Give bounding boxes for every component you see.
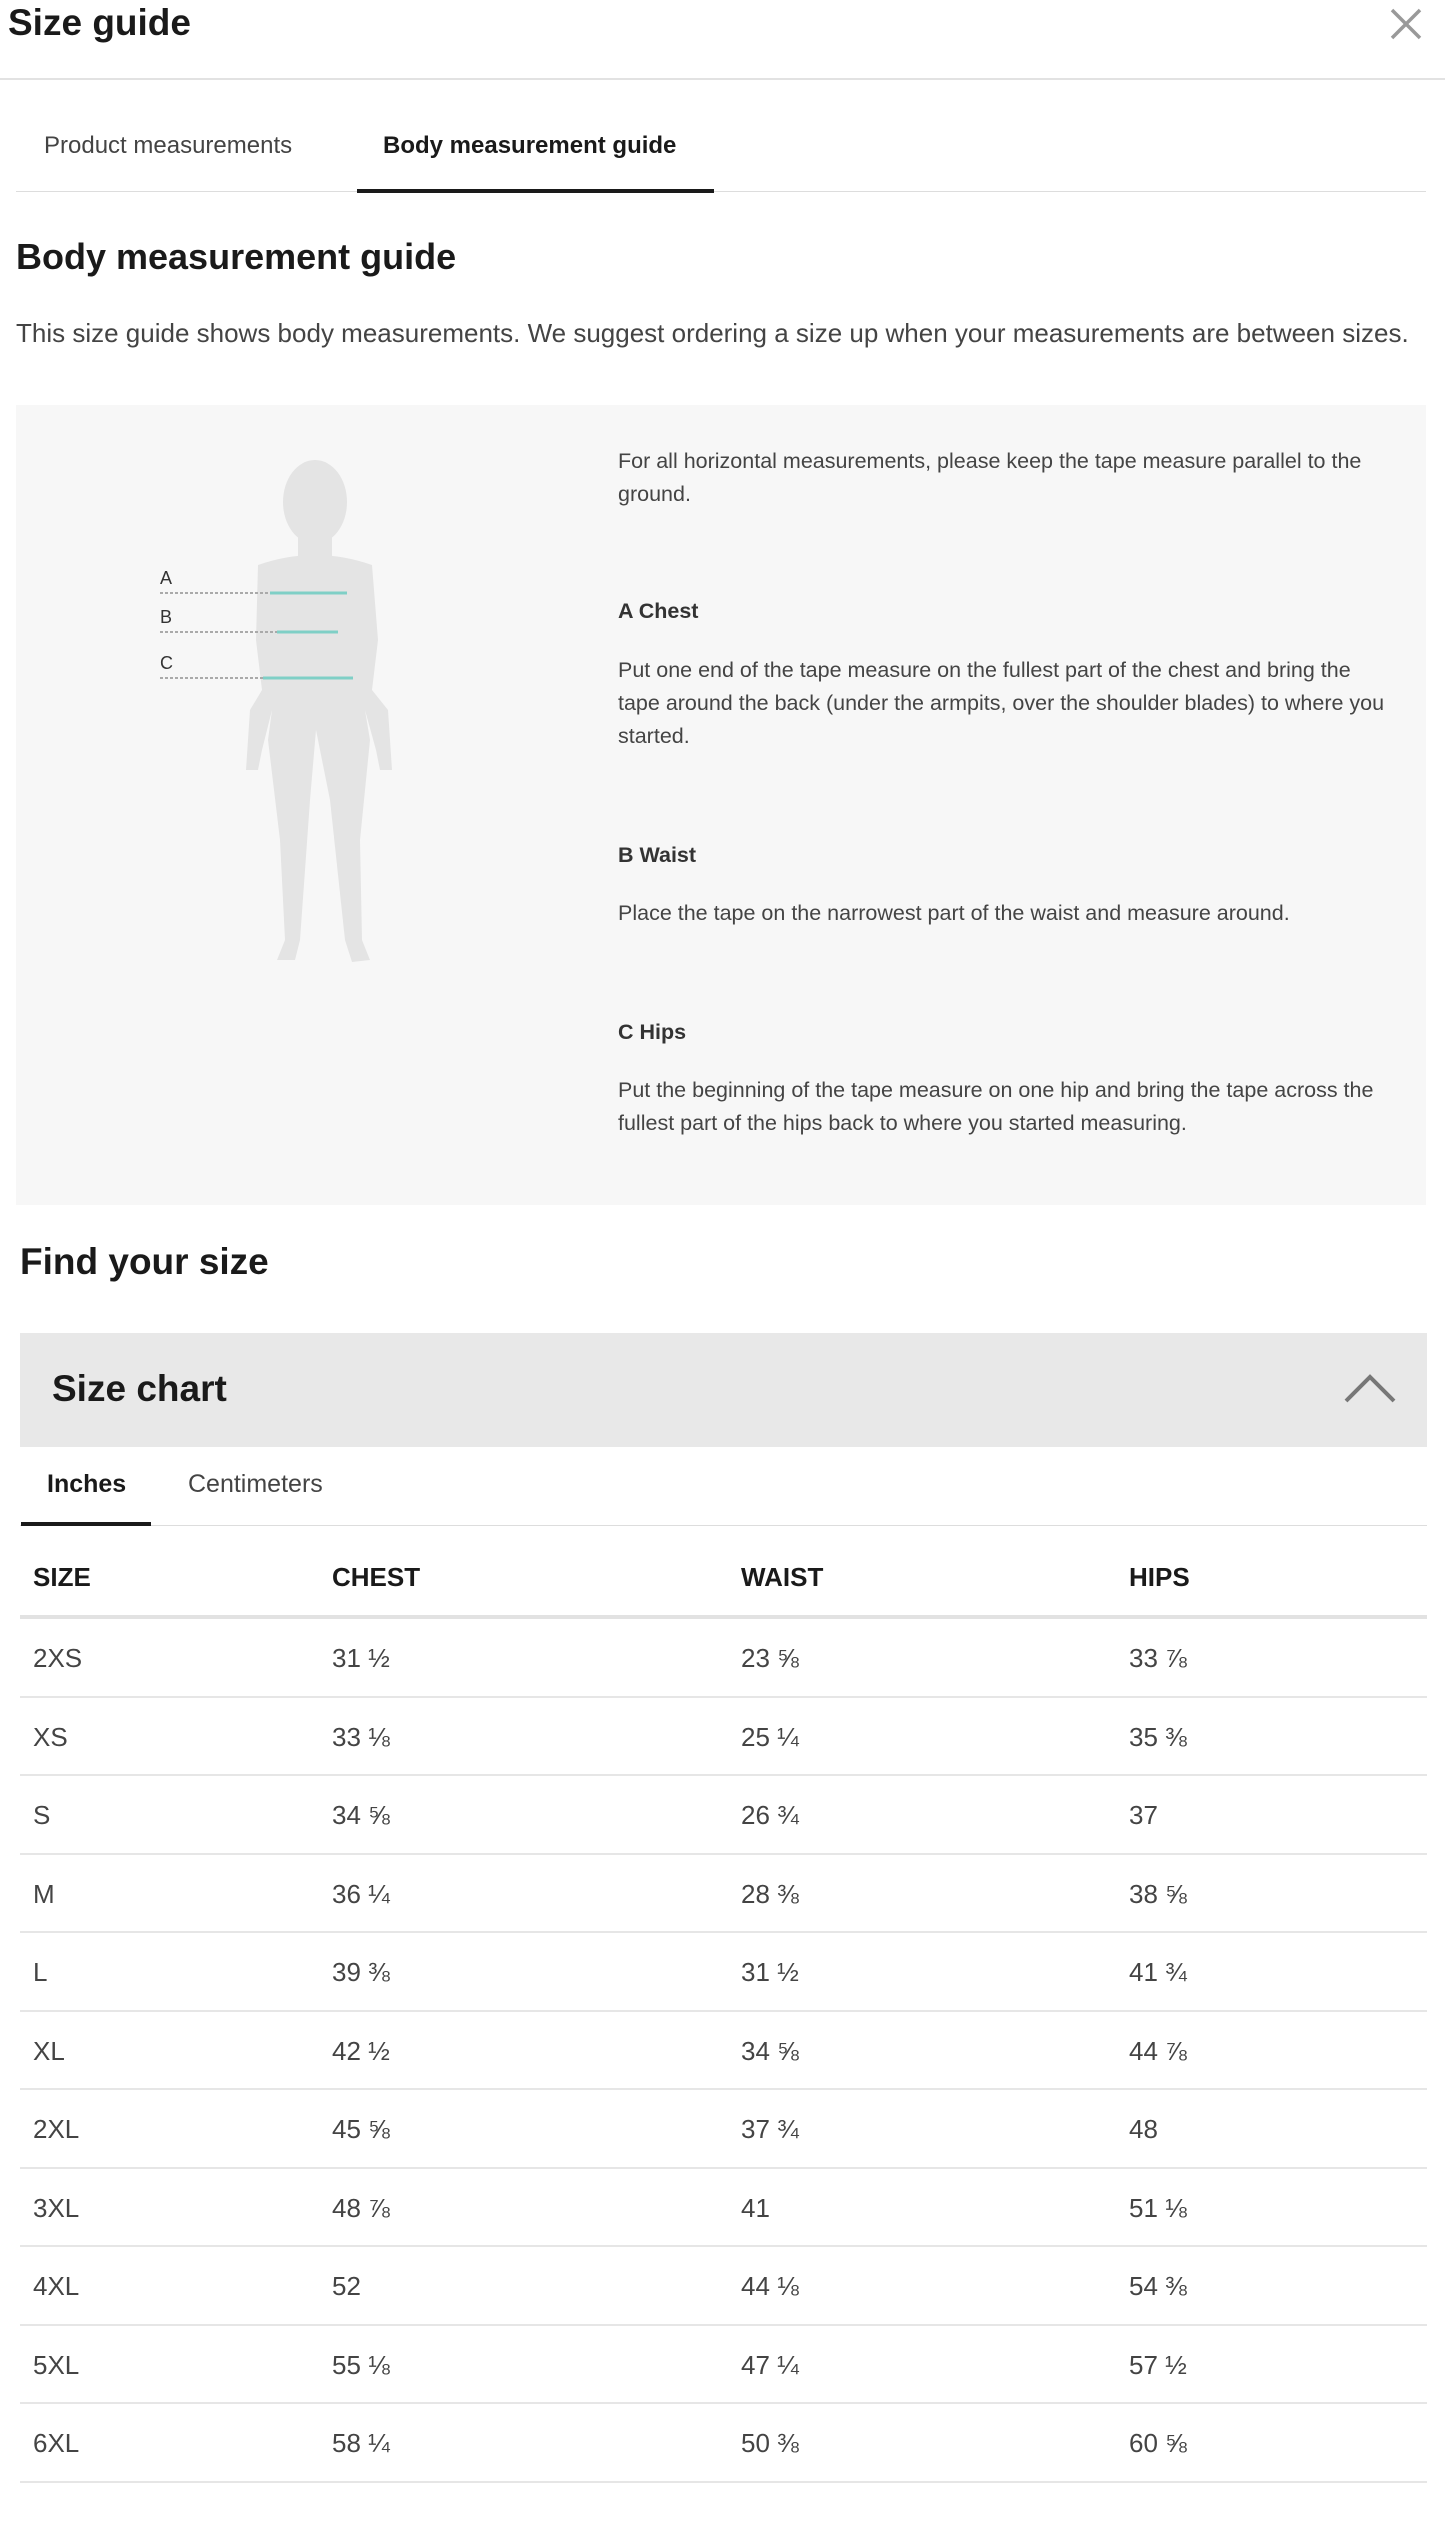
cell-chest: 36 ¼	[332, 1878, 390, 1909]
table-row: XL 42 ½ 34 ⅝ 44 ⅞	[20, 2012, 1427, 2090]
cell-size: L	[33, 1957, 48, 1987]
table-row: XS 33 ⅛ 25 ¼ 35 ⅜	[20, 1698, 1427, 1776]
column-header-waist: WAIST	[741, 1562, 824, 1592]
cell-chest: 39 ⅜	[332, 1957, 390, 1987]
section-description: This size guide shows body measurements.…	[16, 318, 1409, 348]
cell-waist: 25 ¼	[741, 1721, 799, 1752]
size-table: SIZE CHEST WAIST HIPS 2XS 31 ½ 23 ⅝ 33 ⅞ XS 3…	[20, 1540, 1427, 2483]
chest-title: A Chest	[618, 599, 699, 623]
cell-hips: 35 ⅜	[1129, 1721, 1187, 1752]
cell-hips: 48	[1129, 2114, 1158, 2144]
table-header-row: SIZE CHEST WAIST HIPS	[20, 1540, 1427, 1619]
tab-centimeters[interactable]: Centimeters	[188, 1470, 323, 1498]
cell-waist: 31 ½	[741, 1957, 799, 1987]
size-chart-title: Size chart	[52, 1368, 227, 1409]
cell-hips: 33 ⅞	[1129, 1643, 1187, 1673]
cell-size: 2XS	[33, 1643, 83, 1673]
cell-size: XS	[33, 1721, 68, 1752]
tab-body-measurement-guide[interactable]: Body measurement guide	[383, 132, 677, 159]
size-chart-accordion-header[interactable]: Size chart	[20, 1333, 1427, 1447]
table-row: 4XL 52 44 ⅛ 54 ⅜	[20, 2247, 1427, 2326]
column-header-size: SIZE	[33, 1562, 91, 1592]
table-row: 6XL 58 ¼ 50 ⅜ 60 ⅝	[20, 2404, 1427, 2483]
cell-waist: 47 ¼	[741, 2349, 799, 2380]
cell-waist: 37 ¾	[741, 2114, 799, 2144]
tab-product-measurements[interactable]: Product measurements	[44, 132, 293, 159]
cell-chest: 55 ⅛	[332, 2349, 390, 2380]
unit-tabs-divider	[20, 1525, 1427, 1526]
table-row: L 39 ⅜ 31 ½ 41 ¾	[20, 1933, 1427, 2012]
cell-hips: 57 ½	[1129, 2349, 1187, 2380]
tabs-divider	[16, 191, 1426, 192]
chevron-up-icon[interactable]	[1342, 1369, 1398, 1410]
cell-hips: 51 ⅛	[1129, 2192, 1187, 2223]
close-icon[interactable]	[1386, 4, 1426, 44]
cell-hips: 41 ¾	[1129, 1957, 1187, 1987]
active-tab-indicator	[357, 189, 714, 193]
cell-chest: 45 ⅝	[332, 2114, 390, 2144]
cell-size: 2XL	[33, 2114, 80, 2144]
cell-chest: 42 ½	[332, 2035, 390, 2066]
table-row: 2XS 31 ½ 23 ⅝ 33 ⅞	[20, 1619, 1427, 1698]
cell-size: M	[33, 1878, 55, 1909]
body-figure-illustration: A B C	[140, 440, 400, 985]
active-unit-indicator	[21, 1522, 151, 1526]
cell-size: 6XL	[33, 2428, 80, 2458]
cell-waist: 23 ⅝	[741, 1643, 799, 1673]
chest-text: Put one end of the tape measure on the f…	[618, 658, 1385, 748]
hips-title: C Hips	[618, 1020, 687, 1044]
cell-chest: 48 ⅞	[332, 2192, 390, 2223]
cell-size: S	[33, 1800, 51, 1830]
column-header-chest: CHEST	[332, 1562, 421, 1592]
table-row: S 34 ⅝ 26 ¾ 37	[20, 1776, 1427, 1855]
cell-waist: 50 ⅜	[741, 2428, 799, 2458]
cell-chest: 33 ⅛	[332, 1721, 390, 1752]
cell-chest: 52	[332, 2271, 361, 2301]
cell-waist: 41	[741, 2192, 770, 2223]
figure-label-c: C	[160, 653, 173, 673]
dialog-title: Size guide	[8, 2, 191, 43]
column-header-hips: HIPS	[1129, 1562, 1190, 1592]
header-divider	[0, 78, 1445, 80]
cell-hips: 60 ⅝	[1129, 2428, 1187, 2458]
cell-chest: 58 ¼	[332, 2428, 390, 2458]
cell-waist: 28 ⅜	[741, 1878, 799, 1909]
table-row: M 36 ¼ 28 ⅜ 38 ⅝	[20, 1855, 1427, 1933]
cell-chest: 34 ⅝	[332, 1800, 390, 1830]
table-row: 2XL 45 ⅝ 37 ¾ 48	[20, 2090, 1427, 2169]
cell-waist: 44 ⅛	[741, 2271, 799, 2301]
section-heading: Body measurement guide	[16, 236, 457, 277]
find-size-heading: Find your size	[20, 1241, 269, 1282]
cell-size: 3XL	[33, 2192, 80, 2223]
cell-size: XL	[33, 2035, 65, 2066]
waist-title: B Waist	[618, 843, 697, 867]
table-row: 5XL 55 ⅛ 47 ¼ 57 ½	[20, 2326, 1427, 2404]
cell-hips: 44 ⅞	[1129, 2035, 1187, 2066]
measurement-guide-panel	[16, 405, 1426, 1205]
figure-label-b: B	[160, 607, 172, 627]
figure-label-a: A	[160, 568, 172, 588]
cell-waist: 26 ¾	[741, 1800, 799, 1830]
cell-waist: 34 ⅝	[741, 2035, 799, 2066]
cell-hips: 54 ⅜	[1129, 2271, 1187, 2301]
cell-size: 4XL	[33, 2271, 80, 2301]
cell-hips: 38 ⅝	[1129, 1878, 1187, 1909]
waist-text: Place the tape on the narrowest part of …	[618, 901, 1290, 925]
cell-size: 5XL	[33, 2349, 80, 2380]
cell-chest: 31 ½	[332, 1643, 390, 1673]
hips-text: Put the beginning of the tape measure on…	[618, 1078, 1374, 1135]
table-row: 3XL 48 ⅞ 41 51 ⅛	[20, 2169, 1427, 2247]
guide-intro: For all horizontal measurements, please …	[618, 449, 1362, 506]
tab-inches[interactable]: Inches	[47, 1470, 127, 1498]
cell-hips: 37	[1129, 1800, 1158, 1830]
